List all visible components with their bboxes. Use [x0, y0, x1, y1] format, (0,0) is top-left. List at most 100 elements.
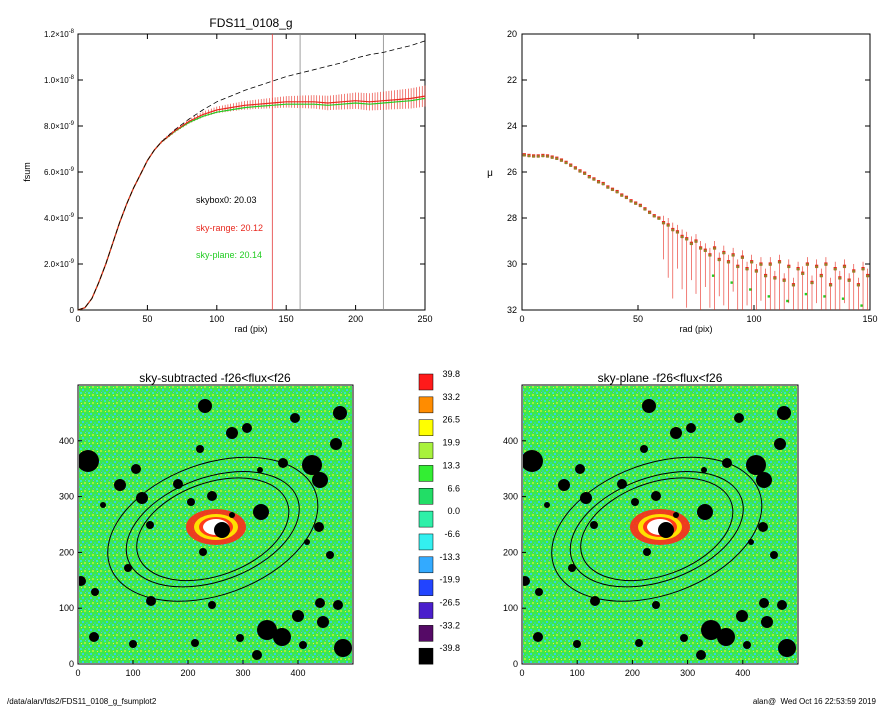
- mask-blob: [257, 467, 263, 473]
- sky-plane-point: [639, 204, 642, 208]
- y-tick-label: 0: [69, 659, 74, 669]
- mask-blob: [631, 498, 639, 506]
- x-tick-label: 0: [75, 314, 80, 324]
- annotation-sky-range: sky-range: 20.12: [196, 223, 263, 233]
- sky-plane-point: [731, 254, 735, 257]
- sky-plane-point: [643, 208, 647, 211]
- x-tick-label: 400: [290, 668, 305, 678]
- mask-blob: [89, 632, 99, 642]
- colorbar-label: 33.2: [442, 392, 460, 402]
- mask-blob: [568, 564, 576, 572]
- aperture-ellipse: [580, 477, 734, 582]
- colorbar-swatches: 39.8 33.2 26.5 19.9 13.3 6.6 0.0 -6.6 -13.3 -19.9…: [418, 369, 460, 665]
- x-tick-label: 150: [862, 314, 877, 324]
- mask-blob: [761, 616, 773, 628]
- colorbar-label: -39.8: [439, 643, 460, 653]
- sky-plane-point: [750, 261, 753, 264]
- mu-profile-points: [522, 153, 870, 310]
- colorbar-label: -33.2: [439, 620, 460, 630]
- x-tick-label: 200: [180, 668, 195, 678]
- x-tick-label: 0: [75, 668, 80, 678]
- sky-plane-point: [611, 188, 614, 192]
- mask-blob: [544, 502, 550, 508]
- aperture-ellipse: [551, 456, 763, 602]
- mask-blob: [199, 548, 207, 556]
- sky-plane-point: [555, 157, 558, 160]
- sky-plane-point: [625, 196, 628, 200]
- sky-plane-point: [537, 155, 540, 158]
- fsum-error-bars: [160, 85, 426, 144]
- mask-blob: [756, 472, 772, 488]
- sky-plane-outlier: [711, 274, 715, 277]
- y-tick-label: 0: [70, 306, 75, 315]
- mask-blob: [312, 472, 328, 488]
- mask-blob: [299, 641, 307, 649]
- mask-blob: [315, 598, 325, 608]
- sky-plane-point: [773, 277, 777, 280]
- sky-plane-point: [690, 242, 693, 246]
- y-tick-label: 8.0×10-9: [44, 121, 75, 131]
- sky-plane-point: [792, 284, 795, 287]
- mask-blob: [226, 427, 238, 439]
- colorbar-label: 0.0: [447, 506, 460, 516]
- fsum-series: [77, 40, 426, 311]
- mask-blob: [651, 491, 661, 501]
- mu-xlabel: rad (pix): [679, 324, 712, 334]
- sky-plane-point: [699, 247, 702, 250]
- mask-blob: [252, 650, 262, 660]
- sky-plane-point: [778, 261, 781, 264]
- sky-plane-point: [796, 268, 800, 271]
- mu-panel: rad (pix) μ 0 50 100 150 20 22 24 26 28 30 32: [487, 29, 877, 334]
- y-tick-label: 30: [507, 259, 517, 269]
- sky-plane-outlier: [860, 304, 863, 307]
- sky-subtracted-frame: [77, 384, 354, 665]
- x-tick-label: 100: [570, 668, 585, 678]
- colorbar-label: 26.5: [442, 415, 460, 425]
- mask-blob: [146, 521, 154, 529]
- sky-plane-point: [843, 265, 846, 269]
- mask-blob: [590, 521, 598, 529]
- sky-plane-point: [806, 263, 809, 266]
- colorbar-swatch: [418, 396, 434, 414]
- mask-blob: [208, 601, 216, 609]
- mu-x-ticks: 0 50 100 150: [519, 34, 878, 324]
- sky-plane-point: [680, 235, 684, 239]
- mask-blob: [257, 620, 277, 640]
- colorbar-label: 19.9: [442, 438, 460, 448]
- sky-plane-point: [759, 263, 763, 266]
- colorbar-swatch: [418, 510, 434, 528]
- colorbar-label: -19.9: [439, 575, 460, 585]
- mask-blob: [292, 610, 304, 622]
- footer-timestamp: alan@ Wed Oct 16 22:53:59 2019: [752, 697, 876, 706]
- sky-plane-point: [847, 279, 851, 282]
- y-tick-label: 22: [507, 75, 517, 85]
- sky-subtracted-image: [79, 386, 352, 663]
- sky-plane-point: [829, 284, 832, 287]
- y-tick-label: 400: [503, 436, 518, 446]
- mask-blob: [573, 640, 581, 648]
- sky-plane-point: [787, 265, 790, 269]
- sky-plane-point: [857, 284, 860, 287]
- sky-plane-point: [713, 247, 716, 250]
- mask-blob: [736, 610, 748, 622]
- mask-blob: [302, 455, 322, 475]
- aperture-ellipse: [136, 477, 290, 582]
- sky-plane-point: [634, 202, 637, 205]
- sky-plane-point: [820, 274, 823, 278]
- mask-blob: [533, 632, 543, 642]
- sky-plane-point: [541, 154, 545, 158]
- colorbar-swatch: [418, 442, 434, 459]
- sky-plane-point: [657, 217, 661, 220]
- sky-plane-point: [676, 231, 679, 234]
- sky-plane-point: [648, 211, 651, 215]
- y-tick-label: 6.0×10-9: [44, 167, 75, 177]
- mask-blob: [777, 406, 791, 420]
- aperture-ellipse: [107, 456, 319, 602]
- sky-plane-point: [708, 254, 712, 257]
- colorbar-label: 6.6: [447, 483, 460, 493]
- mask-blob: [79, 450, 99, 472]
- mask-blob: [774, 438, 786, 450]
- mask-blob: [758, 522, 768, 532]
- sky-plane-outlier: [730, 281, 733, 284]
